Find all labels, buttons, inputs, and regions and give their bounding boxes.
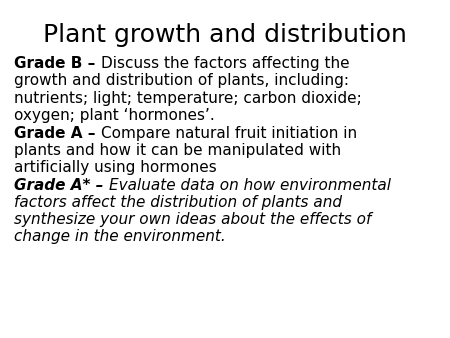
Text: Grade B –: Grade B – <box>14 56 101 71</box>
Text: artificially using hormones: artificially using hormones <box>14 160 217 175</box>
Text: Evaluate data on how environmental: Evaluate data on how environmental <box>108 178 391 193</box>
Text: Plant growth and distribution: Plant growth and distribution <box>43 23 407 47</box>
Text: factors affect the distribution of plants and: factors affect the distribution of plant… <box>14 195 342 210</box>
Text: Discuss the factors affecting the: Discuss the factors affecting the <box>101 56 349 71</box>
Text: growth and distribution of plants, including:: growth and distribution of plants, inclu… <box>14 73 349 88</box>
Text: oxygen; plant ‘hormones’.: oxygen; plant ‘hormones’. <box>14 108 215 123</box>
Text: Grade A* –: Grade A* – <box>14 178 108 193</box>
Text: Grade A –: Grade A – <box>14 126 101 141</box>
Text: nutrients; light; temperature; carbon dioxide;: nutrients; light; temperature; carbon di… <box>14 91 362 106</box>
Text: plants and how it can be manipulated with: plants and how it can be manipulated wit… <box>14 143 341 158</box>
Text: change in the environment.: change in the environment. <box>14 229 226 244</box>
Text: synthesize your own ideas about the effects of: synthesize your own ideas about the effe… <box>14 212 371 227</box>
Text: Compare natural fruit initiation in: Compare natural fruit initiation in <box>101 126 357 141</box>
